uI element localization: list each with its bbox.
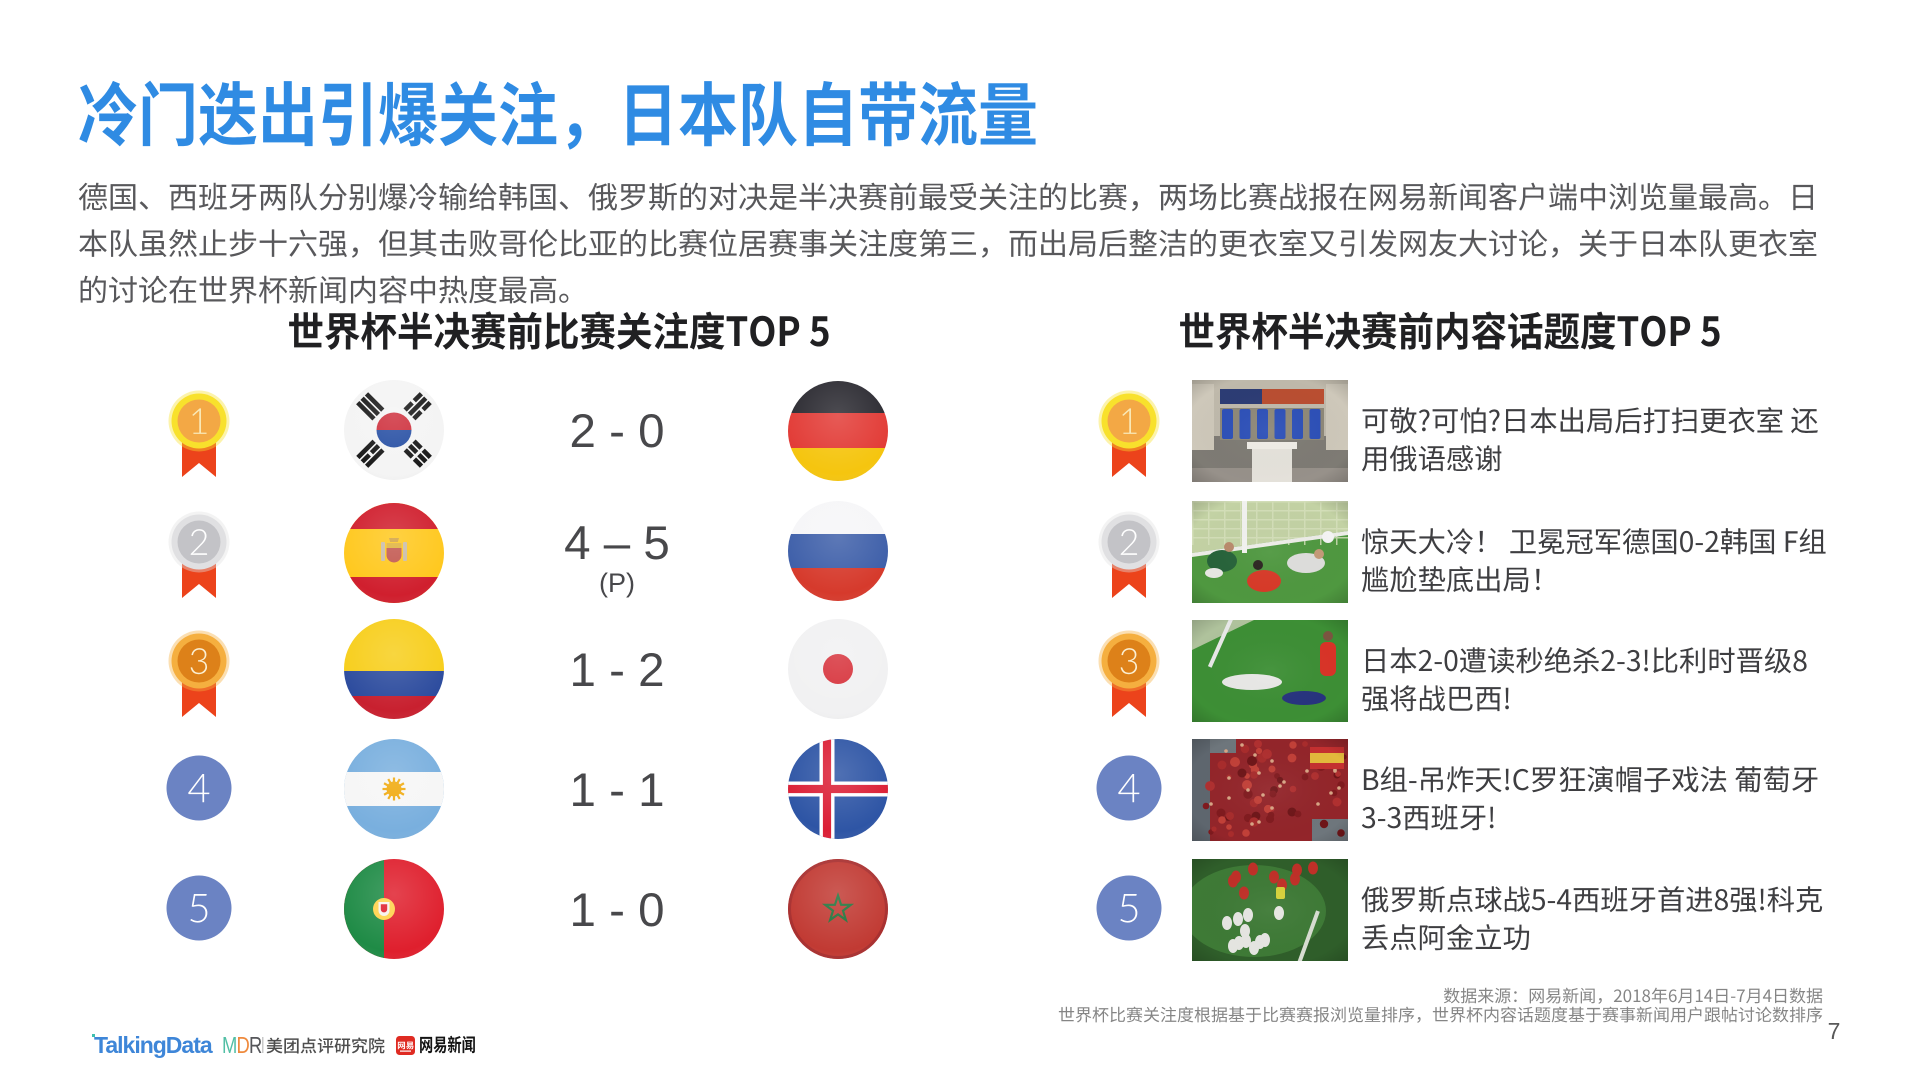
svg-text:1 - 0: 1 - 0 bbox=[569, 884, 664, 937]
svg-text:1 - 2: 1 - 2 bbox=[569, 644, 664, 697]
svg-text:TalkingData: TalkingData bbox=[94, 1032, 213, 1058]
svg-text:(P): (P) bbox=[599, 568, 635, 598]
svg-text:7: 7 bbox=[1828, 1018, 1841, 1044]
svg-text:2 - 0: 2 - 0 bbox=[569, 405, 664, 458]
svg-text:1 - 1: 1 - 1 bbox=[569, 764, 664, 817]
svg-text:MDR: MDR bbox=[222, 1033, 262, 1058]
svg-text:4 – 5: 4 – 5 bbox=[564, 517, 670, 570]
